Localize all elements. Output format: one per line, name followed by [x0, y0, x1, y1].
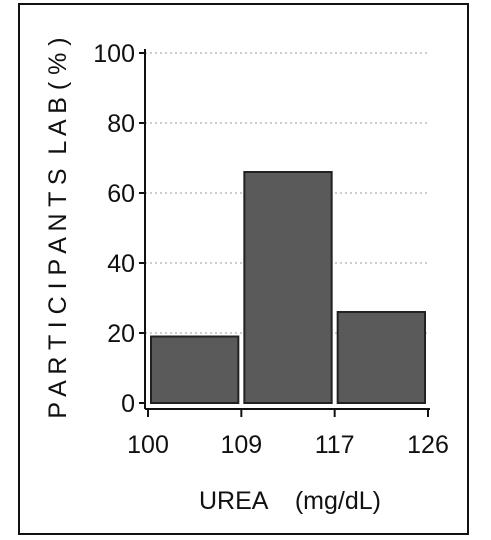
- x-tick-label: 109: [220, 431, 262, 459]
- bar: [336, 311, 426, 404]
- y-tick-label: 20: [107, 320, 135, 348]
- bars: [150, 171, 426, 404]
- y-tick-label: 40: [107, 250, 135, 278]
- x-tick-label: 117: [315, 431, 355, 459]
- x-tick-label: 126: [407, 431, 449, 459]
- axes: [144, 49, 430, 410]
- bar: [243, 171, 333, 404]
- y-tick-label: 100: [93, 40, 135, 68]
- y-tick-label: 60: [107, 180, 135, 208]
- y-axis-title: P A R T I C I P A N T S L A B ( % ): [44, 37, 72, 418]
- x-axis-title: UREA (mg/dL): [199, 487, 381, 515]
- bar: [150, 335, 240, 404]
- x-tick-label: 100: [127, 431, 169, 459]
- y-tick-label: 80: [107, 110, 135, 138]
- x-ticks: 100 109 117 126: [127, 409, 449, 459]
- y-ticks: 0 20 40 60 80 100: [93, 40, 145, 418]
- y-tick-label: 0: [121, 390, 135, 418]
